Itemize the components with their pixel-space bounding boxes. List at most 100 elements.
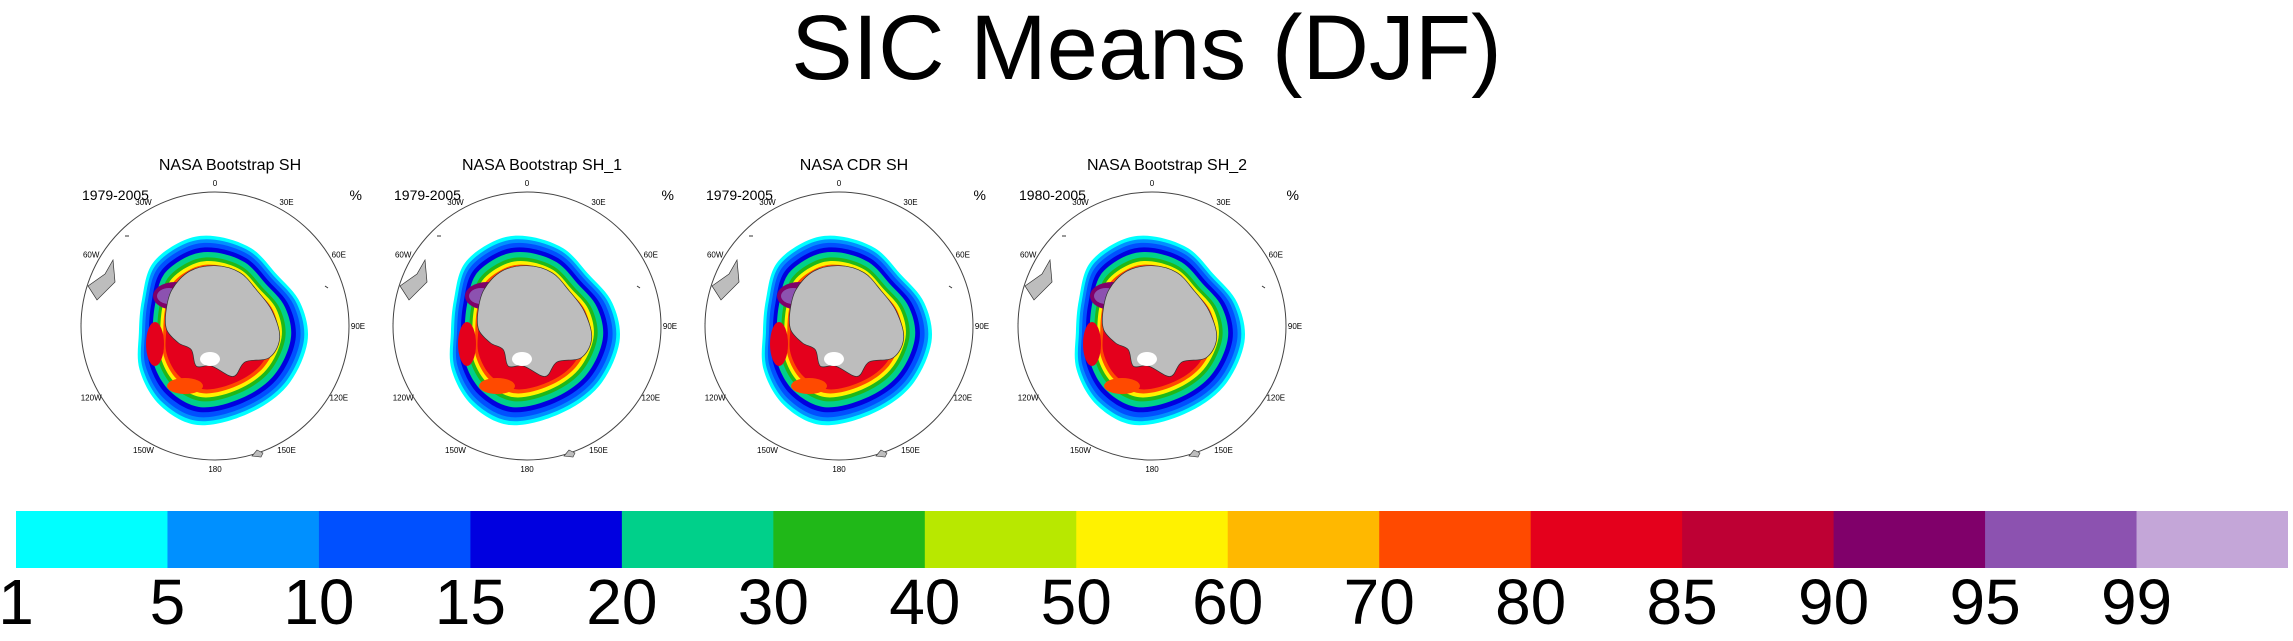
south-america-land xyxy=(399,258,428,301)
longitude-label: 120W xyxy=(393,394,414,403)
longitude-label: 90E xyxy=(1288,322,1302,331)
colorbar-swatch xyxy=(621,511,774,568)
island-mark xyxy=(636,285,641,289)
longitude-label: 150W xyxy=(1070,446,1091,455)
colorbar-swatch xyxy=(16,511,169,568)
colorbar-level-label: 99 xyxy=(2100,566,2173,638)
new-zealand-land xyxy=(251,449,264,458)
longitude-label: 0 xyxy=(1150,179,1155,188)
longitude-label: 30W xyxy=(759,198,776,207)
coastal-ice-band xyxy=(770,322,788,366)
polar-map: 030E60E90E120E150E180150W120W90W60W30W xyxy=(704,179,989,472)
panel-title: NASA Bootstrap SH_1 xyxy=(461,157,623,174)
map-panel: NASA Bootstrap SH_1 1979-2005% 0 30E 60E 90E 1… xyxy=(392,150,692,480)
antarctica-land xyxy=(1101,265,1218,377)
colorbar-swatch xyxy=(924,511,1077,568)
antarctica-land xyxy=(788,265,905,377)
colorbar-level-label: 50 xyxy=(1040,566,1112,638)
new-zealand-land xyxy=(875,449,888,458)
colorbar-level-label: 70 xyxy=(1343,566,1415,638)
coastal-ice-band xyxy=(1104,378,1140,394)
longitude-label: 150W xyxy=(133,446,154,455)
longitude-label: 30E xyxy=(1216,198,1230,207)
longitude-label: 120E xyxy=(953,394,972,403)
longitude-label: 60W xyxy=(707,251,724,260)
colorbar-level-label: 60 xyxy=(1192,566,1264,638)
longitude-label: 150E xyxy=(1214,446,1233,455)
coastal-ice-band xyxy=(458,322,476,366)
south-america-land xyxy=(87,258,116,301)
longitude-label: 60W xyxy=(83,251,100,260)
panel-unit: % xyxy=(661,187,674,203)
coastal-ice-band xyxy=(167,378,203,394)
longitude-label: 0 xyxy=(837,179,842,188)
longitude-label: 60E xyxy=(644,251,658,260)
longitude-label: 60E xyxy=(332,251,346,260)
colorbar-labels: 1 5 10 15 20 30 40 50 60 70 80 85 90 95 99 xyxy=(0,570,2293,640)
longitude-label: 90E xyxy=(663,322,677,331)
longitude-label: 120W xyxy=(705,394,726,403)
longitude-label: 30W xyxy=(1072,198,1089,207)
colorbar-level-label: 90 xyxy=(1798,566,1870,638)
colorbar-swatch xyxy=(1379,511,1532,568)
colorbar-swatch xyxy=(1076,511,1229,568)
ice-shelf-gap xyxy=(1137,352,1157,366)
longitude-label: 120W xyxy=(1018,394,1039,403)
colorbar-level-label: 95 xyxy=(1949,566,2021,638)
island-mark xyxy=(324,285,329,289)
longitude-label: 120E xyxy=(329,394,348,403)
new-zealand-land xyxy=(1188,449,1201,458)
longitude-label: 0 xyxy=(213,179,218,188)
panel-title: NASA Bootstrap SH xyxy=(158,157,302,174)
panel-period: 1979-2005 xyxy=(706,187,773,203)
longitude-label: 180 xyxy=(520,465,534,472)
longitude-label: 150W xyxy=(757,446,778,455)
panel-period: 1979-2005 xyxy=(82,187,149,203)
longitude-label: 0 xyxy=(525,179,530,188)
colorbar-level-label: 20 xyxy=(586,566,658,638)
ice-shelf-gap xyxy=(200,352,220,366)
chart-title: SIC Means (DJF) xyxy=(791,0,1502,99)
colorbar-level-label: 15 xyxy=(434,566,506,638)
ice-shelf-gap xyxy=(512,352,532,366)
antarctica-land xyxy=(164,265,281,377)
colorbar-swatch xyxy=(318,511,471,568)
longitude-label: 180 xyxy=(832,465,846,472)
colorbar-swatch xyxy=(1682,511,1835,568)
colorbar-swatch xyxy=(1530,511,1683,568)
island-mark xyxy=(948,285,953,289)
colorbar-level-label: 10 xyxy=(283,566,355,638)
colorbar-level-label: 1 xyxy=(0,566,34,638)
south-america-land xyxy=(711,258,740,301)
coastal-ice-band xyxy=(479,378,515,394)
colorbar-swatch xyxy=(1985,511,2138,568)
longitude-label: 90E xyxy=(351,322,365,331)
longitude-label: 120W xyxy=(81,394,102,403)
colorbar-level-label: 40 xyxy=(889,566,961,638)
coastal-ice-band xyxy=(146,322,164,366)
colorbar-swatch xyxy=(470,511,623,568)
map-panel: NASA Bootstrap SH_2 1980-2005% 0 30E 60E 90E 1… xyxy=(1017,150,1317,480)
panel-period: 1980-2005 xyxy=(1019,187,1086,203)
colorbar-level-label: 30 xyxy=(737,566,809,638)
polar-map: 030E60E90E120E150E180150W120W90W60W30W xyxy=(80,179,365,472)
colorbar xyxy=(16,511,2288,568)
longitude-label: 150E xyxy=(901,446,920,455)
polar-map: 030E60E90E120E150E180150W120W90W60W30W xyxy=(392,179,677,472)
ice-shelf-gap xyxy=(824,352,844,366)
colorbar-level-label: 80 xyxy=(1495,566,1567,638)
longitude-label: 150E xyxy=(589,446,608,455)
colorbar-level-label: 85 xyxy=(1646,566,1718,638)
longitude-label: 30E xyxy=(279,198,293,207)
longitude-label: 120E xyxy=(641,394,660,403)
colorbar-swatch xyxy=(1227,511,1380,568)
colorbar-swatch xyxy=(773,511,926,568)
polar-map: 030E60E90E120E150E180150W120W90W60W30W xyxy=(1017,179,1302,472)
longitude-label: 90E xyxy=(975,322,989,331)
new-zealand-land xyxy=(563,449,576,458)
panel-title: NASA Bootstrap SH_2 xyxy=(1086,157,1248,174)
longitude-label: 180 xyxy=(208,465,222,472)
coastal-ice-band xyxy=(1083,322,1101,366)
longitude-label: 30E xyxy=(903,198,917,207)
longitude-label: 30W xyxy=(135,198,152,207)
